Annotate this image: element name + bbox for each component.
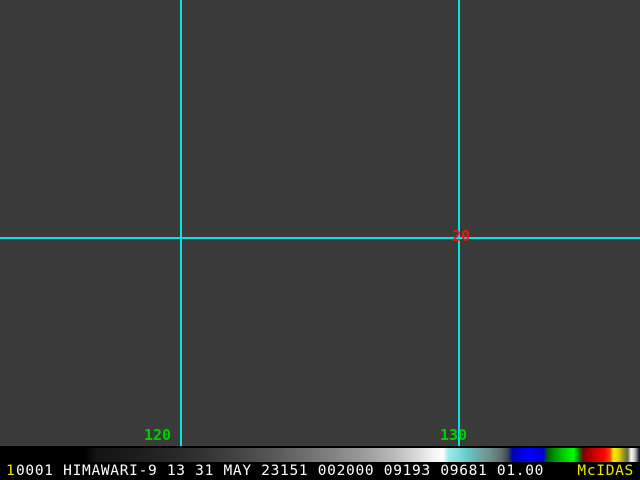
infrared-satellite-image[interactable] bbox=[0, 0, 640, 446]
mcidas-software-label: McIDAS bbox=[577, 463, 634, 479]
enhancement-colorbar[interactable] bbox=[85, 448, 640, 462]
colorbar-gradient bbox=[85, 448, 640, 462]
frame-number-label: 1 bbox=[6, 463, 15, 479]
bottom-status-bar: 1 0001 HIMAWARI-9 13 31 MAY 23151 002000… bbox=[0, 446, 640, 480]
satellite-image-area[interactable]: 20 120 130 bbox=[0, 0, 640, 446]
image-metadata-line: 0001 HIMAWARI-9 13 31 MAY 23151 002000 0… bbox=[16, 463, 545, 479]
